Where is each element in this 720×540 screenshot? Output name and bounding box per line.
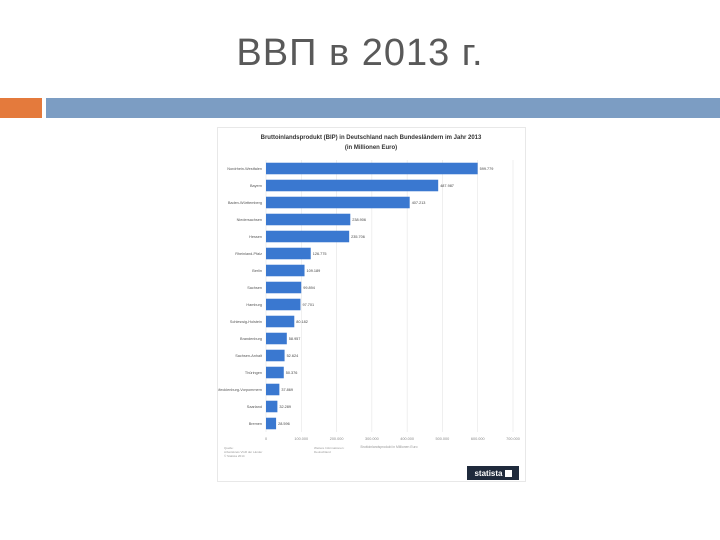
info-text: Deutschland [314, 450, 331, 454]
bar [266, 162, 478, 175]
bar [266, 332, 287, 345]
bar [266, 213, 351, 226]
bar [266, 281, 302, 294]
bar-chart: Bruttoinlandsprodukt (BIP) in Deutschlan… [218, 135, 520, 449]
chart-subtitle: (in Millionen Euro) [345, 145, 397, 151]
bar [266, 179, 439, 192]
logo-text: statista [474, 468, 503, 478]
statista-logo: statista [467, 466, 519, 480]
chart-bars [266, 162, 478, 430]
category-label: Nordrhein-Westfalen [227, 167, 262, 171]
statista-mark-icon [504, 469, 512, 477]
bar [266, 349, 285, 362]
category-label: Bremen [249, 422, 262, 426]
category-label: Mecklenburg-Vorpommern [218, 388, 262, 392]
x-axis-label: Bruttoinlandsprodukt in Millionen Euro [360, 445, 417, 449]
value-label: 28.596 [278, 422, 290, 426]
x-tick-label: 400.000 [400, 437, 414, 441]
value-label: 50.376 [286, 371, 298, 375]
slide-title: ВВП в 2013 г. [236, 32, 484, 74]
category-label: Rheinland-Pfalz [235, 252, 262, 256]
bar [266, 400, 278, 413]
value-labels: 599.779 487.987 407.213 238.906 235.706 126.7… [278, 167, 493, 426]
category-label: Baden-Württemberg [228, 201, 262, 205]
chart-image: Bruttoinlandsprodukt (BIP) in Deutschlan… [217, 127, 526, 482]
x-tick-label: 700.000 [506, 437, 520, 441]
category-label: Niedersachsen [237, 218, 262, 222]
bar [266, 298, 301, 311]
x-tick-labels: 0 100.000 200.000 300.000 400.000 500.000 600.… [265, 437, 520, 441]
category-label: Hamburg [246, 303, 262, 307]
bar [266, 417, 277, 430]
category-label: Sachsen-Anhalt [235, 354, 263, 358]
bar [266, 264, 305, 277]
category-label: Saarland [247, 405, 262, 409]
value-label: 599.779 [480, 167, 494, 171]
x-tick-label: 200.000 [330, 437, 344, 441]
category-label: Thüringen [245, 371, 262, 375]
bar [266, 247, 311, 260]
source-block: Quelle: Arbeitskreis VGR der Länder © St… [224, 446, 262, 458]
source-id: © Statista 2014 [224, 454, 245, 458]
bar [266, 366, 284, 379]
value-label: 109.189 [307, 269, 321, 273]
chart-title: Bruttoinlandsprodukt (BIP) in Deutschlan… [261, 135, 482, 141]
x-tick-label: 600.000 [471, 437, 485, 441]
title-underline-bar [46, 98, 720, 118]
value-label: 99.894 [303, 286, 315, 290]
category-label: Schleswig-Holstein [230, 320, 262, 324]
category-label: Hessen [249, 235, 262, 239]
x-tick-label: 300.000 [365, 437, 379, 441]
value-label: 487.987 [440, 184, 454, 188]
info-heading: Weitere Informationen: [314, 446, 345, 450]
bar [266, 230, 350, 243]
value-label: 235.706 [351, 235, 365, 239]
info-block: Weitere Informationen: Deutschland [314, 446, 344, 454]
category-labels: Nordrhein-Westfalen Bayern Baden-Württembe… [218, 167, 263, 426]
value-label: 126.775 [313, 252, 327, 256]
title-accent-bar [0, 98, 42, 118]
x-tick-label: 0 [265, 437, 267, 441]
source-text: Arbeitskreis VGR der Länder [224, 450, 263, 454]
category-label: Bayern [250, 184, 262, 188]
value-label: 32.289 [279, 405, 291, 409]
bar [266, 315, 295, 328]
category-label: Brandenburg [240, 337, 262, 341]
category-label: Sachsen [247, 286, 262, 290]
category-label: Berlin [252, 269, 262, 273]
value-label: 97.701 [302, 303, 314, 307]
value-label: 37.869 [281, 388, 293, 392]
value-label: 407.213 [412, 201, 426, 205]
value-label: 52.624 [287, 354, 299, 358]
value-label: 238.906 [352, 218, 366, 222]
bar [266, 383, 280, 396]
value-label: 58.957 [289, 337, 301, 341]
x-tick-label: 500.000 [436, 437, 450, 441]
source-heading: Quelle: [224, 446, 234, 450]
bar [266, 196, 410, 209]
x-tick-label: 100.000 [294, 437, 308, 441]
value-label: 80.182 [296, 320, 308, 324]
